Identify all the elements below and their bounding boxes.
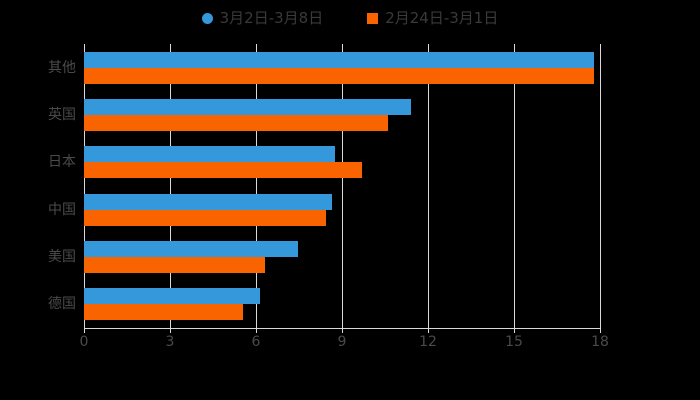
x-axis-tick [342,328,343,333]
x-axis-tick-label: 12 [419,334,437,350]
bar[interactable] [84,115,388,131]
x-axis-tick-label: 9 [337,334,347,350]
y-axis-tick-label: 英国 [48,107,76,123]
y-axis-tick-label: 日本 [48,154,76,171]
x-axis-tick [170,328,171,333]
bar[interactable] [84,193,332,210]
x-axis-tick-label: 15 [505,334,523,350]
bar[interactable] [84,99,411,115]
plot-area [84,44,601,328]
chart-legend: 3月2日-3月8日 2月24日-3月1日 [0,6,700,30]
y-axis-tick-label: 其他 [48,59,76,76]
y-axis-labels: 其他英国日本中国美国德国 [0,0,76,400]
legend-marker-circle-icon [201,12,213,24]
x-axis-tick [84,328,85,333]
bar[interactable] [84,288,261,305]
bar[interactable] [84,146,335,163]
bar[interactable] [84,241,298,257]
bar[interactable] [84,257,265,273]
gridline [514,44,515,328]
gridline [256,44,257,328]
x-axis-tick [428,328,429,333]
x-axis-tick-label: 18 [591,334,609,350]
gridline [84,44,85,328]
legend-entry[interactable]: 2月24日-3月1日 [367,8,499,27]
gridline [342,44,343,328]
bar[interactable] [84,304,244,321]
gridline [170,44,171,328]
bar[interactable] [84,67,595,84]
x-axis-tick-label: 3 [165,334,175,350]
legend-entry[interactable]: 3月2日-3月8日 [201,8,324,27]
y-axis-tick-label: 美国 [48,249,76,265]
y-axis-tick-label: 德国 [48,296,76,313]
y-axis-tick-label: 中国 [48,201,76,218]
x-axis-tick [256,328,257,333]
bar[interactable] [84,162,363,179]
gridline [600,44,601,328]
x-axis-tick-label: 0 [79,334,89,350]
legend-marker-square-icon [367,12,379,24]
bar[interactable] [84,209,327,226]
legend-label: 3月2日-3月8日 [219,8,324,27]
x-axis-tick-label: 6 [251,334,261,350]
x-axis-tick [600,328,601,333]
bar[interactable] [84,51,595,68]
x-axis-tick [514,328,515,333]
gridline [428,44,429,328]
legend-label: 2月24日-3月1日 [385,8,499,27]
